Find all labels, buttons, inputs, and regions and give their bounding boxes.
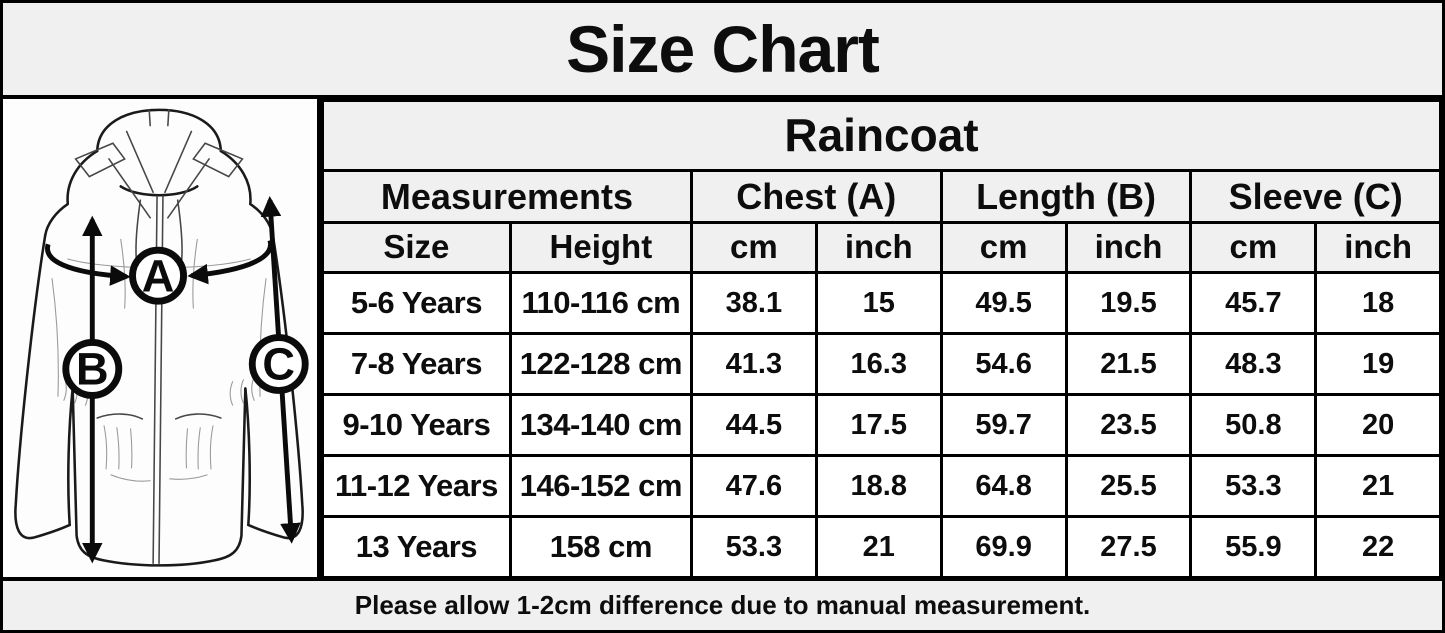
- chest-cm-cell: 44.5: [689, 393, 818, 457]
- label-length: B: [62, 338, 123, 399]
- subheader-height: Height: [508, 221, 693, 274]
- raincoat-sketch-svg: A B C: [14, 108, 309, 567]
- chest-cm-cell: 41.3: [689, 332, 818, 396]
- label-sleeve: C: [248, 334, 309, 394]
- size-table: Raincoat Measurements Chest (A) Length (…: [321, 99, 1442, 579]
- height-cell: 146-152 cm: [508, 454, 693, 518]
- raincoat-illustration: A B C: [3, 99, 321, 577]
- chest-label: A: [142, 250, 175, 301]
- sleeve-inch-cell: 18: [1314, 271, 1442, 335]
- table-row: 11-12 Years 146-152 cm 47.6 18.8 64.8 25…: [321, 454, 1442, 518]
- length-inch-cell: 19.5: [1064, 271, 1193, 335]
- chest-inch-cell: 15: [814, 271, 943, 335]
- size-cell: 9-10 Years: [321, 393, 512, 457]
- table-row: 5-6 Years 110-116 cm 38.1 15 49.5 19.5 4…: [321, 271, 1442, 335]
- height-cell: 122-128 cm: [508, 332, 693, 396]
- label-chest: A: [129, 246, 187, 305]
- length-inch-cell: 25.5: [1064, 454, 1193, 518]
- table-row: 9-10 Years 134-140 cm 44.5 17.5 59.7 23.…: [321, 393, 1442, 457]
- subheader-sleeve-inch: inch: [1314, 221, 1442, 274]
- length-cm-cell: 54.6: [939, 332, 1068, 396]
- subheader-length-cm: cm: [939, 221, 1068, 274]
- chest-arrow-left: [45, 243, 131, 286]
- subheader-chest-inch: inch: [814, 221, 943, 274]
- height-cell: 134-140 cm: [508, 393, 693, 457]
- height-cell: 158 cm: [508, 515, 693, 579]
- content-area: A B C R: [3, 99, 1442, 579]
- size-cell: 5-6 Years: [321, 271, 512, 335]
- sleeve-inch-cell: 22: [1314, 515, 1442, 579]
- column-header-chest: Chest (A): [689, 169, 943, 224]
- size-cell: 13 Years: [321, 515, 512, 579]
- table-row: 13 Years 158 cm 53.3 21 69.9 27.5 55.9 2…: [321, 515, 1442, 579]
- sleeve-cm-cell: 55.9: [1189, 515, 1318, 579]
- column-header-length: Length (B): [939, 169, 1193, 224]
- length-cm-cell: 64.8: [939, 454, 1068, 518]
- sleeve-inch-cell: 20: [1314, 393, 1442, 457]
- chest-cm-cell: 47.6: [689, 454, 818, 518]
- sleeve-cm-cell: 45.7: [1189, 271, 1318, 335]
- height-cell: 110-116 cm: [508, 271, 693, 335]
- size-cell: 7-8 Years: [321, 332, 512, 396]
- subheader-size: Size: [321, 221, 512, 274]
- subheader-length-inch: inch: [1064, 221, 1193, 274]
- chest-cm-cell: 53.3: [689, 515, 818, 579]
- sleeve-cm-cell: 48.3: [1189, 332, 1318, 396]
- chest-inch-cell: 17.5: [814, 393, 943, 457]
- length-inch-cell: 21.5: [1064, 332, 1193, 396]
- column-header-sleeve: Sleeve (C): [1189, 169, 1442, 224]
- length-inch-cell: 27.5: [1064, 515, 1193, 579]
- size-table-wrap: Raincoat Measurements Chest (A) Length (…: [321, 99, 1442, 579]
- length-cm-cell: 59.7: [939, 393, 1068, 457]
- length-cm-cell: 69.9: [939, 515, 1068, 579]
- sleeve-inch-cell: 21: [1314, 454, 1442, 518]
- measurement-disclaimer: Please allow 1-2cm difference due to man…: [3, 577, 1442, 630]
- chest-inch-cell: 21: [814, 515, 943, 579]
- subheader-chest-cm: cm: [689, 221, 818, 274]
- column-header-measurements: Measurements: [321, 169, 693, 224]
- chest-inch-cell: 18.8: [814, 454, 943, 518]
- length-cm-cell: 49.5: [939, 271, 1068, 335]
- sleeve-cm-cell: 50.8: [1189, 393, 1318, 457]
- chest-inch-cell: 16.3: [814, 332, 943, 396]
- subheader-sleeve-cm: cm: [1189, 221, 1318, 274]
- sleeve-label: C: [262, 339, 295, 390]
- jacket-outline: [14, 108, 304, 567]
- chest-arrow-right: [187, 239, 273, 285]
- product-name-header: Raincoat: [321, 99, 1442, 172]
- sleeve-cm-cell: 53.3: [1189, 454, 1318, 518]
- sleeve-inch-cell: 19: [1314, 332, 1442, 396]
- page-title: Size Chart: [3, 3, 1442, 99]
- length-label: B: [76, 344, 109, 395]
- chest-cm-cell: 38.1: [689, 271, 818, 335]
- table-row: 7-8 Years 122-128 cm 41.3 16.3 54.6 21.5…: [321, 332, 1442, 396]
- length-inch-cell: 23.5: [1064, 393, 1193, 457]
- size-cell: 11-12 Years: [321, 454, 512, 518]
